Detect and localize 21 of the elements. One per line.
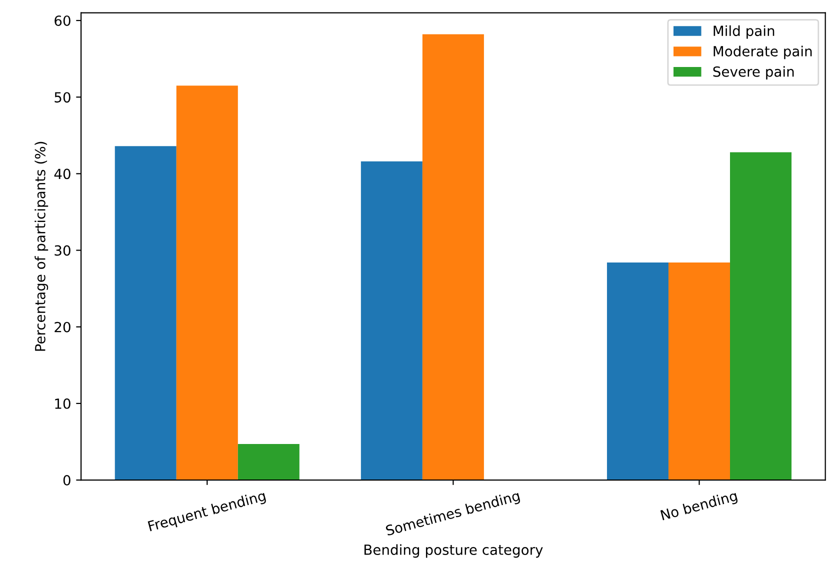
legend-label: Mild pain <box>714 25 774 39</box>
bar <box>114 146 176 480</box>
y-axis-title: Percentage of participants (%) <box>34 142 48 351</box>
bar <box>360 161 422 480</box>
bar <box>422 34 484 480</box>
x-tick-label: No bending <box>660 490 738 524</box>
y-tick-label: 40 <box>54 168 70 180</box>
bar <box>606 262 668 480</box>
y-tick-label: 20 <box>54 322 70 332</box>
legend-label: Moderate pain <box>714 46 812 60</box>
y-tick-label: 60 <box>54 15 70 26</box>
bar <box>668 262 730 480</box>
bar <box>176 86 238 480</box>
legend-label: Severe pain <box>713 66 794 80</box>
y-tick-label: 0 <box>63 475 70 486</box>
x-axis-title: Bending posture category <box>364 544 543 558</box>
bar <box>730 152 792 480</box>
y-tick-label: 10 <box>55 398 70 409</box>
y-tick-label: 30 <box>54 245 70 256</box>
bar <box>238 444 300 480</box>
y-tick-label: 50 <box>54 92 70 103</box>
